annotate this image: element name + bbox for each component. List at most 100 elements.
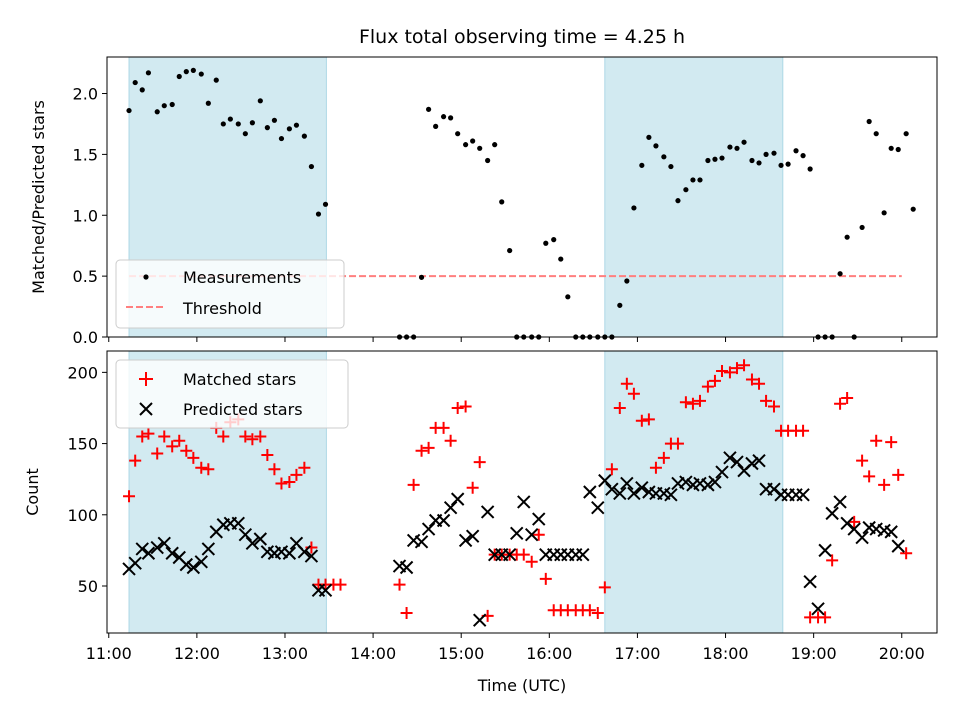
measurements-point xyxy=(132,79,138,86)
predicted-stars-point xyxy=(201,542,216,556)
matched-stars-point xyxy=(173,434,186,447)
matched-stars-point xyxy=(635,414,648,427)
predicted-stars-point xyxy=(443,500,458,515)
measurements-point xyxy=(315,211,322,217)
measurements-point xyxy=(734,145,740,151)
measurements-point xyxy=(771,150,777,156)
matched-stars-point xyxy=(605,463,618,476)
predicted-stars-point xyxy=(891,539,905,553)
matched-stars-point xyxy=(202,463,215,476)
matched-stars-point xyxy=(834,397,847,410)
measurements-point xyxy=(433,123,439,129)
predicted-stars-point xyxy=(186,560,201,575)
predicted-stars-point xyxy=(165,546,179,560)
matched-stars-point xyxy=(819,611,832,624)
count-y-ticks: 50 100 150 200 xyxy=(67,363,107,596)
matched-stars-point xyxy=(767,400,780,413)
predicted-stars-legend-label: Predicted stars xyxy=(183,400,303,419)
matched-stars-point xyxy=(826,554,839,567)
matched-stars-point xyxy=(246,433,259,446)
measurements-point xyxy=(286,126,292,132)
measurements-point xyxy=(440,114,447,120)
ratio-y-ticks: 0.0 0.5 1.0 1.5 2.0 xyxy=(73,85,107,347)
measurements-point xyxy=(668,163,674,170)
measurements-point xyxy=(139,87,145,93)
matched-stars-point xyxy=(745,373,758,386)
count-legend: Matched stars Predicted stars xyxy=(115,359,349,429)
matched-stars-point xyxy=(261,448,274,461)
ratio-legend: Measurements Threshold xyxy=(115,259,345,329)
measurements-point xyxy=(895,146,901,153)
measurements-point xyxy=(448,115,454,121)
predicted-stars-point xyxy=(591,500,605,515)
matched-stars-point xyxy=(841,392,854,404)
measurements-point xyxy=(859,224,865,231)
x-tick-label: 14:00 xyxy=(350,644,396,663)
measurements-point xyxy=(161,103,167,109)
y-tick-label: 0.0 xyxy=(73,328,98,347)
matched-stars-point xyxy=(283,476,296,489)
matched-stars-point xyxy=(166,440,179,453)
predicted-stars-point xyxy=(605,482,619,496)
predicted-stars-point xyxy=(450,492,465,506)
chart-title: Flux total observing time = 4.25 h xyxy=(359,26,685,48)
predicted-stars-point xyxy=(833,495,847,509)
matched-stars-point xyxy=(415,444,428,457)
x-tick-label: 13:00 xyxy=(262,644,308,663)
matched-stars-point xyxy=(657,451,670,464)
threshold-legend-label: Threshold xyxy=(182,299,262,318)
predicted-stars-point xyxy=(613,486,627,501)
matched-stars-point xyxy=(290,468,303,481)
measurements-point xyxy=(213,77,219,83)
predicted-stars-point xyxy=(532,512,546,526)
observing-window-shading xyxy=(128,56,784,338)
measurements-point xyxy=(639,162,645,168)
y-tick-label: 1.5 xyxy=(73,145,98,164)
matched-stars-point xyxy=(613,401,626,414)
measurements-point xyxy=(183,69,189,75)
count-plot-frame xyxy=(106,350,938,634)
x-tick-label: 19:00 xyxy=(791,644,837,663)
measurements-point xyxy=(910,206,916,212)
measurements-point xyxy=(249,120,255,126)
measurements-point xyxy=(800,153,806,159)
ratio-plot-frame xyxy=(106,56,938,338)
matched-stars-point xyxy=(217,430,230,443)
measurements-point xyxy=(176,73,182,80)
measurements-point xyxy=(866,118,872,125)
matched-stars-point xyxy=(642,413,655,426)
measurements-point xyxy=(278,135,285,142)
observing-window-band xyxy=(604,56,784,338)
predicted-stars-point xyxy=(318,583,333,597)
matched-stars-point xyxy=(900,547,913,560)
matched-stars-point xyxy=(848,515,861,528)
measurements-point xyxy=(888,145,894,151)
matched-stars-point xyxy=(444,434,457,447)
matched-stars-point xyxy=(539,572,552,585)
predicted-stars-legend-marker xyxy=(139,402,153,416)
predicted-stars-point xyxy=(825,506,839,521)
measurements-point xyxy=(492,142,498,148)
matched-stars-point xyxy=(158,430,171,443)
measurements-point xyxy=(418,274,425,280)
matched-stars-point xyxy=(466,481,479,494)
predicted-stars-point xyxy=(811,602,825,616)
predicted-stars-point xyxy=(231,516,245,531)
measurements-legend-marker xyxy=(143,274,149,280)
y-tick-label: 2.0 xyxy=(73,85,98,104)
predicted-stars-point xyxy=(502,547,517,562)
matched-stars-point xyxy=(863,470,876,483)
measurements-point xyxy=(719,155,725,161)
predicted-stars-point xyxy=(635,481,649,495)
matched-stars-point xyxy=(473,456,486,469)
matched-stars-point xyxy=(437,421,450,434)
measurements-point xyxy=(646,134,652,140)
measurements-point xyxy=(837,271,843,277)
x-tick-label: 15:00 xyxy=(438,644,484,663)
matched-stars-point xyxy=(797,424,810,437)
measurements-point xyxy=(264,125,270,131)
predicted-stars-point xyxy=(679,475,693,489)
x-tick-label: 18:00 xyxy=(702,644,748,663)
matched-stars-point xyxy=(180,444,193,457)
